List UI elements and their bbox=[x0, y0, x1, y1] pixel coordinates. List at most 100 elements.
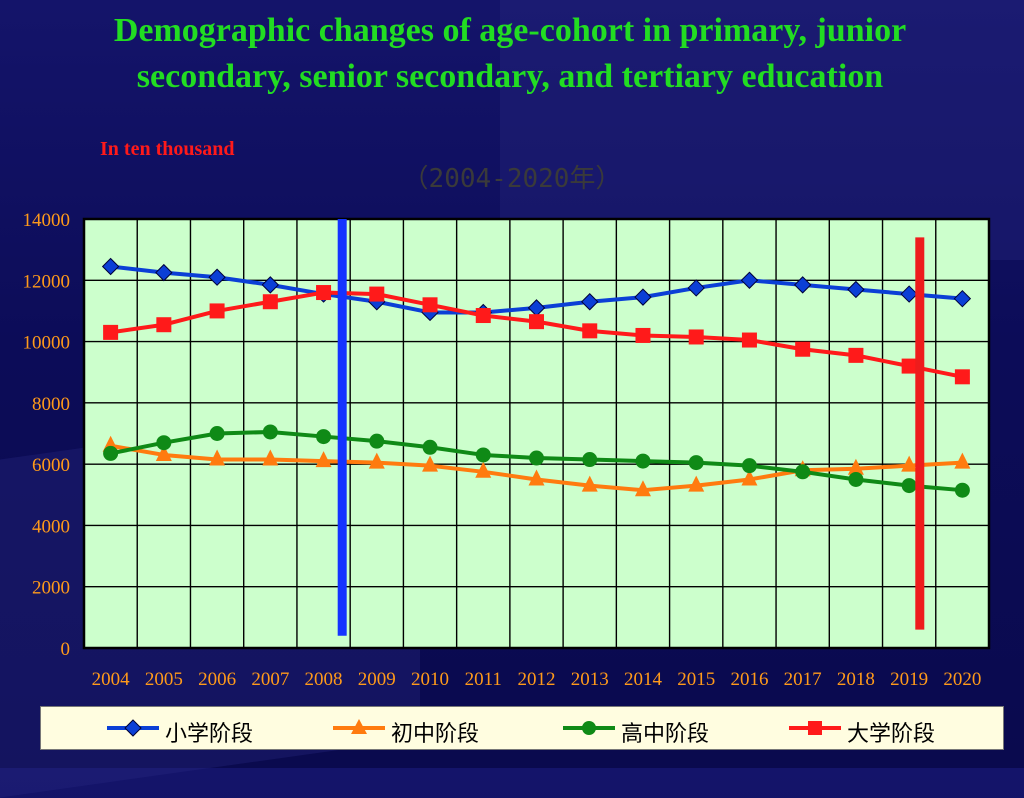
data-point bbox=[368, 452, 385, 469]
data-point bbox=[688, 455, 704, 471]
data-point bbox=[369, 286, 385, 302]
x-tick-label: 2009 bbox=[358, 669, 396, 690]
legend-triangle-icon bbox=[333, 719, 385, 734]
data-point bbox=[741, 332, 757, 348]
plot-frame bbox=[82, 217, 991, 650]
background-shape bbox=[500, 0, 1024, 260]
unit-label: In ten thousand bbox=[100, 138, 235, 160]
data-point bbox=[475, 308, 491, 324]
x-tick-label: 2015 bbox=[677, 669, 715, 690]
x-tick-label: 2006 bbox=[198, 669, 236, 690]
data-point bbox=[581, 475, 598, 492]
data-point bbox=[954, 369, 970, 385]
data-point bbox=[103, 445, 119, 461]
data-point bbox=[209, 449, 226, 466]
data-point bbox=[209, 303, 225, 319]
y-tick-label: 8000 bbox=[32, 394, 70, 415]
x-tick-label: 2008 bbox=[305, 669, 343, 690]
page-title: Demographic changes of age-cohort in pri… bbox=[113, 12, 907, 95]
data-point bbox=[529, 450, 544, 466]
y-tick-label: 12000 bbox=[23, 271, 71, 292]
data-point bbox=[422, 439, 438, 455]
data-point bbox=[475, 461, 492, 478]
data-point bbox=[954, 452, 971, 469]
data-point bbox=[475, 447, 491, 463]
data-point bbox=[262, 424, 278, 440]
data-point bbox=[582, 323, 598, 339]
data-point bbox=[261, 276, 280, 294]
x-tick-label: 2013 bbox=[571, 669, 609, 690]
y-tick-label: 2000 bbox=[32, 578, 70, 599]
data-point bbox=[741, 458, 757, 474]
y-tick-label: 14000 bbox=[23, 210, 71, 231]
y-tick-label: 0 bbox=[61, 639, 71, 660]
y-tick-label: 6000 bbox=[32, 455, 70, 476]
data-point bbox=[369, 433, 385, 449]
data-point bbox=[634, 480, 651, 497]
years-caption: （2004-2020年） bbox=[402, 164, 622, 194]
x-tick-label: 2018 bbox=[837, 669, 875, 690]
data-point bbox=[848, 347, 864, 363]
data-point bbox=[156, 317, 172, 333]
data-point bbox=[901, 455, 918, 472]
data-point bbox=[635, 327, 651, 343]
data-point bbox=[847, 280, 865, 299]
legend-circle-icon bbox=[563, 721, 615, 735]
data-point bbox=[155, 263, 173, 282]
x-tick-label: 2020 bbox=[943, 669, 981, 690]
data-point bbox=[634, 288, 652, 306]
x-tick-label: 2011 bbox=[465, 669, 502, 690]
data-point bbox=[740, 271, 759, 289]
legend-label-senior: 高中阶段 bbox=[621, 722, 710, 747]
legend-diamond-icon bbox=[107, 719, 159, 737]
x-tick-label: 2004 bbox=[92, 669, 131, 690]
chart-legend: 小学阶段 初中阶段 高中阶段 大学阶段 bbox=[40, 706, 1004, 750]
x-tick-label: 2017 bbox=[784, 669, 822, 690]
x-tick-label: 2012 bbox=[518, 669, 556, 690]
x-tick-label: 2005 bbox=[145, 669, 183, 690]
x-tick-label: 2007 bbox=[251, 669, 289, 690]
y-tick-label: 4000 bbox=[32, 516, 70, 537]
data-point bbox=[954, 482, 970, 498]
data-point bbox=[529, 314, 544, 330]
data-point bbox=[422, 455, 439, 472]
data-point bbox=[422, 297, 438, 313]
data-point bbox=[156, 435, 172, 451]
data-point bbox=[687, 279, 705, 297]
data-point bbox=[582, 452, 598, 468]
data-point bbox=[315, 451, 332, 468]
data-point bbox=[688, 329, 704, 345]
data-point bbox=[900, 285, 918, 303]
legend-label-primary: 小学阶段 bbox=[165, 722, 254, 747]
data-point bbox=[316, 285, 332, 301]
data-point bbox=[316, 429, 332, 445]
data-point bbox=[953, 289, 972, 308]
data-point bbox=[901, 358, 917, 374]
data-point bbox=[847, 458, 864, 475]
data-point bbox=[208, 268, 226, 286]
data-point bbox=[741, 469, 758, 486]
x-tick-label: 2010 bbox=[411, 669, 449, 690]
data-point bbox=[795, 464, 811, 480]
data-point bbox=[793, 276, 812, 294]
legend-square-icon bbox=[789, 721, 841, 735]
data-point bbox=[848, 471, 864, 487]
y-tick-label: 10000 bbox=[23, 333, 71, 354]
data-point bbox=[103, 324, 119, 340]
line-chart: 0 2000 4000 6000 8000 10000 12000 14000 2004 2005… bbox=[23, 210, 991, 690]
legend-label-tertiary: 大学阶段 bbox=[847, 722, 936, 747]
data-point bbox=[262, 294, 278, 310]
x-tick-label: 2019 bbox=[890, 669, 928, 690]
data-point bbox=[901, 478, 917, 494]
data-point bbox=[209, 426, 225, 441]
legend-label-junior: 初中阶段 bbox=[391, 722, 480, 747]
data-point bbox=[101, 257, 120, 276]
data-point bbox=[528, 469, 545, 486]
x-tick-label: 2016 bbox=[730, 669, 768, 690]
data-point bbox=[635, 453, 651, 469]
data-point bbox=[155, 444, 172, 461]
data-point bbox=[795, 341, 811, 357]
data-point bbox=[581, 293, 599, 311]
x-tick-label: 2014 bbox=[624, 669, 663, 690]
data-point bbox=[262, 449, 279, 466]
